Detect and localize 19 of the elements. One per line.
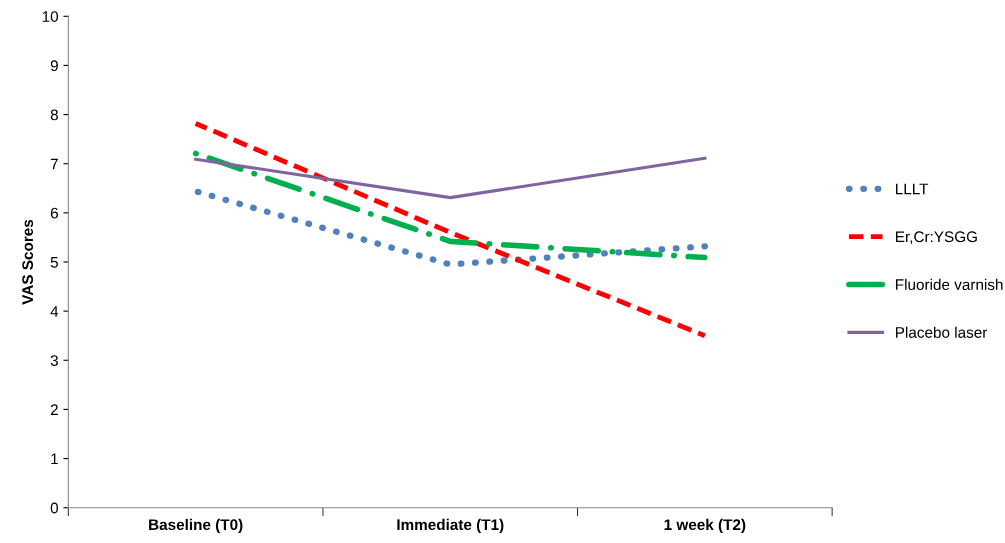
- y-tick-label: 3: [50, 355, 58, 366]
- y-tick-label: 9: [50, 60, 58, 72]
- x-tick-label: 1 week (T2): [664, 518, 746, 534]
- x-tick-label: Immediate (T1): [397, 518, 504, 534]
- y-tick-label: 1: [51, 453, 58, 465]
- y-tick-label: 4: [50, 306, 59, 317]
- y-tick-label: 10: [42, 11, 59, 22]
- legend-label: Er,Cr:YSGG: [896, 231, 977, 244]
- y-tick-label: 5: [50, 257, 58, 268]
- y-tick-label: 2: [50, 404, 58, 415]
- legend-label: Fluoride varnish: [896, 278, 1003, 291]
- y-tick-label: 8: [50, 109, 58, 121]
- legend-label: Placebo laser: [896, 326, 988, 338]
- legend-label: LLLT: [896, 183, 929, 195]
- y-tick-label: 7: [50, 158, 58, 170]
- y-axis-title: VAS Scores: [22, 219, 34, 305]
- y-tick-label: 6: [50, 207, 58, 219]
- y-tick-label: 0: [50, 502, 59, 514]
- x-tick-label: Baseline (T0): [149, 518, 243, 534]
